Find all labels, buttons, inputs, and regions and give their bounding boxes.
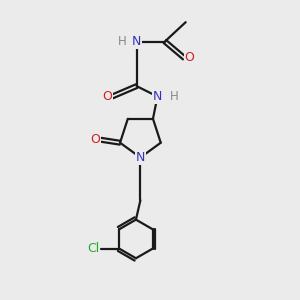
Text: O: O [184, 51, 194, 64]
Text: Cl: Cl [87, 242, 99, 255]
Text: O: O [90, 133, 100, 146]
Text: H: H [169, 90, 178, 103]
Text: N: N [132, 35, 141, 48]
Text: H: H [117, 35, 126, 48]
Text: N: N [153, 90, 162, 103]
Text: N: N [136, 151, 145, 164]
Text: O: O [102, 90, 112, 103]
